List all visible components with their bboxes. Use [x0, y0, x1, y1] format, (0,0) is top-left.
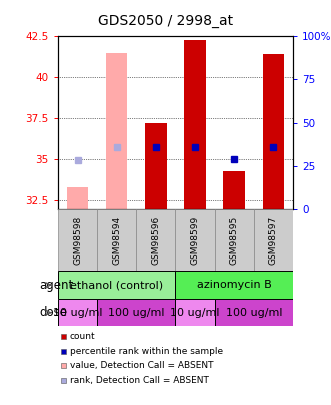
Bar [58, 271, 175, 299]
Bar [214, 209, 254, 271]
Bar [184, 40, 206, 209]
Text: GDS2050 / 2998_at: GDS2050 / 2998_at [98, 14, 233, 28]
Text: GSM98594: GSM98594 [112, 215, 121, 264]
Text: 10 ug/ml: 10 ug/ml [170, 308, 220, 318]
Bar [175, 271, 293, 299]
Bar [214, 299, 293, 326]
Text: percentile rank within the sample: percentile rank within the sample [70, 347, 223, 356]
Bar [67, 187, 88, 209]
Bar [136, 209, 175, 271]
Text: 100 ug/ml: 100 ug/ml [225, 308, 282, 318]
Text: azinomycin B: azinomycin B [197, 280, 271, 290]
Text: GSM98596: GSM98596 [151, 215, 160, 264]
Text: 100 ug/ml: 100 ug/ml [108, 308, 165, 318]
Bar [106, 53, 127, 209]
Text: count: count [70, 332, 95, 341]
Text: value, Detection Call = ABSENT: value, Detection Call = ABSENT [70, 361, 213, 370]
Bar [97, 299, 175, 326]
Bar [175, 209, 214, 271]
Bar [223, 171, 245, 209]
Text: dose: dose [40, 306, 68, 319]
Text: GSM98595: GSM98595 [230, 215, 239, 264]
Bar [97, 209, 136, 271]
Bar [254, 209, 293, 271]
Text: rank, Detection Call = ABSENT: rank, Detection Call = ABSENT [70, 376, 209, 385]
Text: GSM98599: GSM98599 [191, 215, 200, 264]
Text: ethanol (control): ethanol (control) [70, 280, 163, 290]
Text: 10 ug/ml: 10 ug/ml [53, 308, 102, 318]
Text: GSM98598: GSM98598 [73, 215, 82, 264]
Bar [58, 209, 97, 271]
Bar [58, 299, 97, 326]
Text: GSM98597: GSM98597 [269, 215, 278, 264]
Bar [175, 299, 214, 326]
Bar [262, 55, 284, 209]
Bar [145, 124, 166, 209]
Text: agent: agent [40, 279, 74, 292]
